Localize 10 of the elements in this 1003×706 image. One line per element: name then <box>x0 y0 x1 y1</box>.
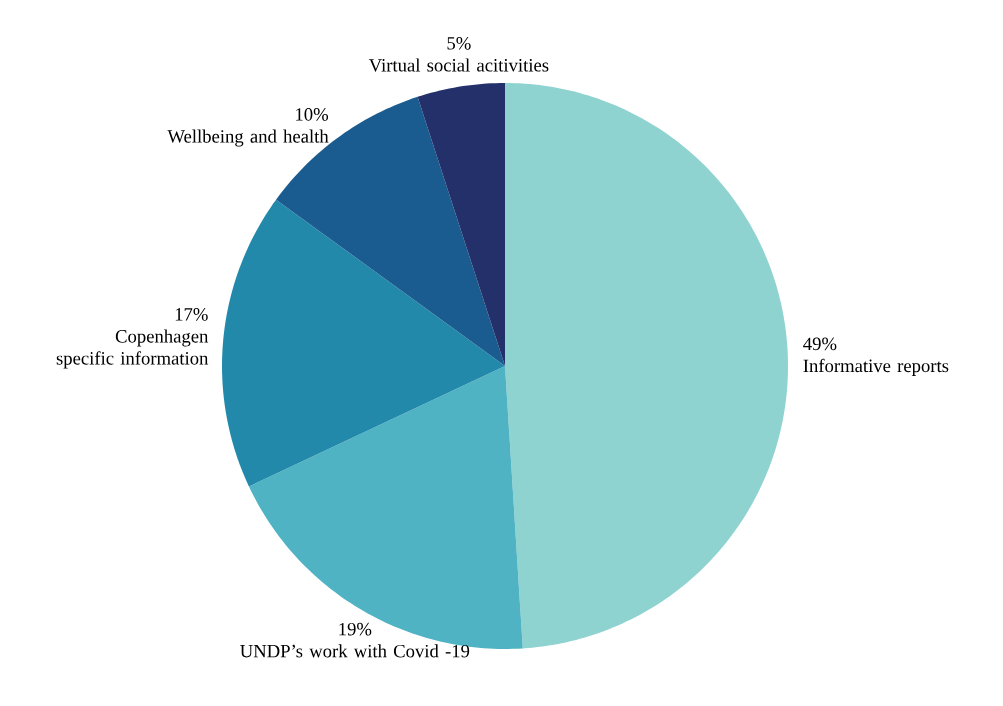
slice-label: Wellbeing and health <box>167 129 329 147</box>
data-label: 19% <box>339 622 372 636</box>
slice-label: Virtual social acitivities <box>368 58 549 72</box>
data-label: 17% <box>175 308 208 321</box>
data-label: 10% <box>296 108 329 121</box>
slice-label: Informative reports <box>803 358 949 376</box>
slice-label: Copenhagen specific information <box>56 329 209 369</box>
slice-label: UNDP’s work with Covid -19 <box>240 644 470 658</box>
data-label: 49% <box>803 337 837 351</box>
data-label: 5% <box>447 36 471 50</box>
